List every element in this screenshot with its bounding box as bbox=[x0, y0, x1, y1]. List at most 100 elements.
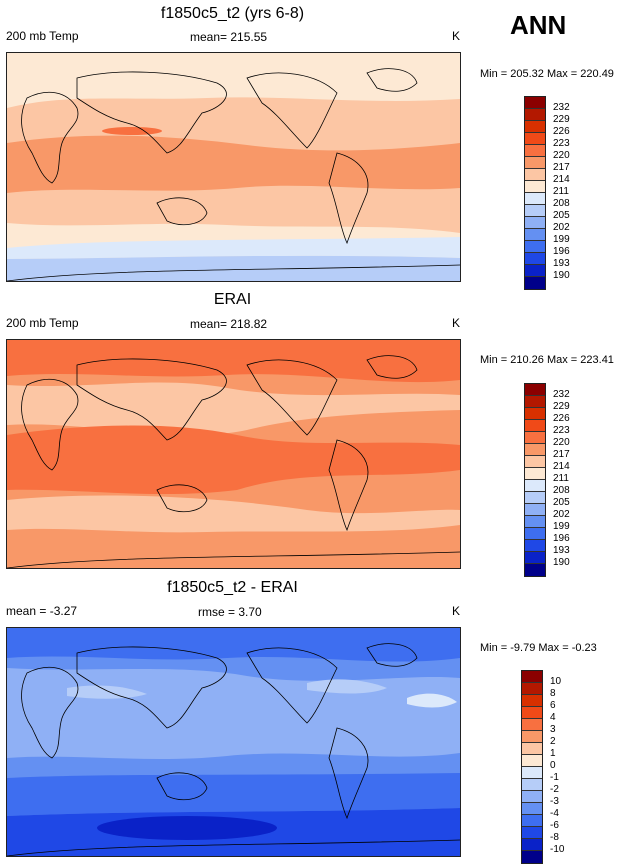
panel-3-colorbar bbox=[521, 670, 543, 864]
panel-3-title: f1850c5_t2 - ERAI bbox=[167, 579, 298, 596]
colorbar-swatch bbox=[522, 743, 542, 755]
panel-1-mean-label: mean= 215.55 bbox=[190, 30, 268, 44]
colorbar-swatch bbox=[525, 169, 545, 181]
colorbar-tick-label: -4 bbox=[550, 808, 559, 819]
colorbar-tick-label: 205 bbox=[553, 210, 570, 221]
panel-2-coastlines bbox=[7, 355, 460, 568]
colorbar-tick-label: 223 bbox=[553, 138, 570, 149]
panel-2-map bbox=[6, 339, 461, 569]
colorbar-swatch bbox=[522, 827, 542, 839]
panel-3-map bbox=[6, 627, 461, 857]
panel-2-colorbar-labels: 232 229 226 223 220 217 214 211 208 205 202 199 196 1… bbox=[553, 383, 593, 568]
colorbar-swatch bbox=[525, 564, 545, 576]
panel-1-colorbar-labels: 232 229 226 223 220 217 214 211 208 205 202 199 196 1… bbox=[553, 96, 593, 281]
panel-2-mean-label: mean= 218.82 bbox=[190, 317, 268, 331]
colorbar-swatch bbox=[525, 468, 545, 480]
colorbar-tick-label: 229 bbox=[553, 401, 570, 412]
colorbar-swatch bbox=[525, 253, 545, 265]
colorbar-tick-label: 208 bbox=[553, 198, 570, 209]
colorbar-swatch bbox=[525, 444, 545, 456]
colorbar-tick-label: -6 bbox=[550, 820, 559, 831]
colorbar-swatch bbox=[525, 121, 545, 133]
colorbar-tick-label: 190 bbox=[553, 557, 570, 568]
colorbar-swatch bbox=[525, 432, 545, 444]
colorbar-swatch bbox=[525, 384, 545, 396]
colorbar-swatch bbox=[525, 480, 545, 492]
colorbar-tick-label: 208 bbox=[553, 485, 570, 496]
colorbar-swatch bbox=[525, 157, 545, 169]
colorbar-swatch bbox=[525, 97, 545, 109]
panel-2-title: ERAI bbox=[213, 291, 252, 308]
colorbar-swatch bbox=[525, 217, 545, 229]
colorbar-tick-label: 214 bbox=[553, 461, 570, 472]
colorbar-tick-label: 193 bbox=[553, 258, 570, 269]
colorbar-tick-label: 232 bbox=[553, 102, 570, 113]
colorbar-swatch bbox=[525, 504, 545, 516]
colorbar-tick-label: 0 bbox=[550, 760, 556, 771]
colorbar-tick-label: 199 bbox=[553, 234, 570, 245]
panel-2-units: K bbox=[452, 316, 461, 330]
colorbar-swatch bbox=[525, 133, 545, 145]
season-label: ANN bbox=[510, 10, 567, 40]
colorbar-swatch bbox=[525, 241, 545, 253]
colorbar-tick-label: -2 bbox=[550, 784, 559, 795]
panel-2-minmax: Min = 210.26 Max = 223.41 bbox=[480, 354, 614, 366]
panel-1-units: K bbox=[452, 29, 461, 43]
colorbar-tick-label: -10 bbox=[550, 844, 565, 855]
colorbar-swatch bbox=[525, 516, 545, 528]
colorbar-swatch bbox=[525, 408, 545, 420]
colorbar-tick-label: 196 bbox=[553, 533, 570, 544]
colorbar-swatch bbox=[525, 528, 545, 540]
colorbar-swatch bbox=[522, 671, 542, 683]
panel-3-mean-label: mean = -3.27 bbox=[6, 604, 78, 618]
colorbar-tick-label: -3 bbox=[550, 796, 559, 807]
colorbar-tick-label: 1 bbox=[550, 748, 556, 759]
colorbar-swatch bbox=[525, 145, 545, 157]
colorbar-tick-label: 226 bbox=[553, 126, 570, 137]
panel-3-colorbar-labels: 10 8 6 4 3 2 1 0 -1 -2 -3 -4 -6 -8 -10 bbox=[550, 670, 590, 855]
colorbar-tick-label: 2 bbox=[550, 736, 556, 747]
colorbar-tick-label: 3 bbox=[550, 724, 556, 735]
colorbar-tick-label: 214 bbox=[553, 174, 570, 185]
colorbar-tick-label: 223 bbox=[553, 425, 570, 436]
colorbar-swatch bbox=[522, 683, 542, 695]
colorbar-tick-label: 220 bbox=[553, 150, 570, 161]
colorbar-tick-label: 202 bbox=[553, 222, 570, 233]
panel-1-title: f1850c5_t2 (yrs 6-8) bbox=[160, 5, 305, 22]
colorbar-swatch bbox=[522, 707, 542, 719]
colorbar-tick-label: 193 bbox=[553, 545, 570, 556]
colorbar-swatch bbox=[522, 815, 542, 827]
colorbar-swatch bbox=[525, 492, 545, 504]
colorbar-swatch bbox=[525, 540, 545, 552]
panel-1-variable-label: 200 mb Temp bbox=[6, 29, 79, 43]
colorbar-tick-label: 217 bbox=[553, 449, 570, 460]
panel-3-minmax: Min = -9.79 Max = -0.23 bbox=[480, 642, 597, 654]
colorbar-swatch bbox=[525, 229, 545, 241]
colorbar-tick-label: 4 bbox=[550, 712, 556, 723]
panel-3-rmse-label: rmse = 3.70 bbox=[198, 605, 262, 619]
colorbar-tick-label: 226 bbox=[553, 413, 570, 424]
colorbar-swatch bbox=[522, 755, 542, 767]
colorbar-swatch bbox=[522, 719, 542, 731]
colorbar-swatch bbox=[522, 767, 542, 779]
colorbar-swatch bbox=[522, 851, 542, 863]
colorbar-tick-label: 199 bbox=[553, 521, 570, 532]
colorbar-tick-label: 211 bbox=[553, 473, 569, 484]
panel-1-colorbar bbox=[524, 96, 546, 290]
colorbar-tick-label: 8 bbox=[550, 688, 556, 699]
colorbar-tick-label: 217 bbox=[553, 162, 570, 173]
colorbar-swatch bbox=[525, 205, 545, 217]
panel-1-map bbox=[6, 52, 461, 282]
colorbar-tick-label: 211 bbox=[553, 186, 569, 197]
panel-2-variable-label: 200 mb Temp bbox=[6, 316, 79, 330]
colorbar-swatch bbox=[525, 396, 545, 408]
colorbar-swatch bbox=[522, 791, 542, 803]
colorbar-swatch bbox=[525, 109, 545, 121]
colorbar-swatch bbox=[525, 277, 545, 289]
colorbar-tick-label: 6 bbox=[550, 700, 556, 711]
panel-2-colorbar bbox=[524, 383, 546, 577]
colorbar-tick-label: 220 bbox=[553, 437, 570, 448]
colorbar-swatch bbox=[522, 695, 542, 707]
colorbar-swatch bbox=[525, 193, 545, 205]
colorbar-tick-label: 229 bbox=[553, 114, 570, 125]
